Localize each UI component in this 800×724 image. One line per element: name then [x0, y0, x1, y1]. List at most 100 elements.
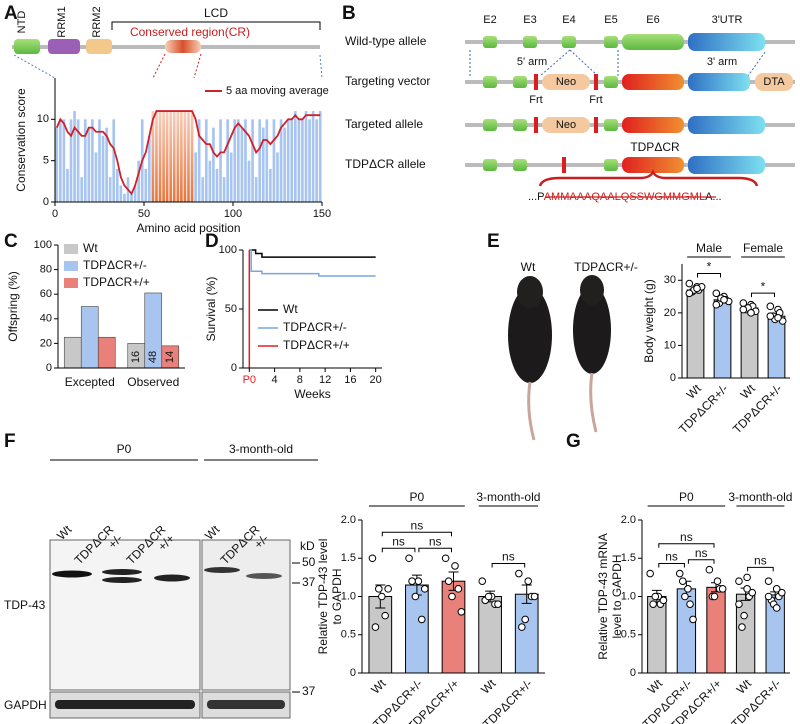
data-point — [454, 585, 463, 593]
significance-label: ns — [392, 534, 405, 548]
data-point — [685, 279, 694, 288]
group-label: Female — [743, 241, 783, 255]
group-label: 3-month-old — [476, 490, 540, 504]
significance-bracket — [697, 273, 721, 278]
data-point — [678, 577, 687, 586]
data-point — [417, 615, 426, 624]
x-tick-label: Wt — [684, 381, 705, 402]
y-axis-label: Relative TDP-43 mRNA — [596, 533, 610, 659]
bar — [155, 111, 158, 202]
bar — [244, 119, 247, 202]
row-label: Targeting vector — [345, 74, 430, 88]
bar — [254, 177, 258, 202]
mouse-label: Wt — [521, 260, 536, 274]
bar — [272, 119, 276, 202]
bar — [247, 160, 251, 202]
legend-label: Wt — [83, 241, 98, 255]
y-tick-label: 1.0 — [341, 590, 356, 602]
data-point — [740, 611, 748, 620]
bar — [91, 119, 94, 202]
y-tick-label: 10 — [37, 113, 49, 125]
x-tick-label: 100 — [224, 208, 242, 220]
bar — [123, 193, 126, 202]
x-tick-label: Excepted — [65, 375, 115, 389]
y-tick-label: 40 — [40, 313, 52, 325]
y-axis-label: Offspring (%) — [6, 271, 20, 341]
group-label: P0 — [410, 490, 425, 504]
data-point — [685, 289, 694, 298]
error-bar — [521, 584, 532, 604]
data-point — [710, 592, 719, 601]
significance-label: ns — [680, 530, 693, 544]
y-tick-label: 100 — [34, 239, 52, 251]
significance-bracket — [751, 292, 775, 298]
survival-line — [249, 249, 376, 258]
data-point — [649, 600, 657, 608]
bar — [676, 588, 697, 674]
domain-label: RRM1 — [56, 6, 68, 37]
bar — [162, 111, 165, 202]
bar — [478, 596, 502, 674]
y-tick-label: 0 — [670, 372, 676, 384]
frt-label: Frt — [589, 94, 602, 106]
bar — [176, 111, 180, 202]
data-point — [693, 284, 701, 293]
legend-label: 5 aa moving average — [226, 85, 329, 97]
bar — [208, 160, 212, 202]
y-tick-label: 1.5 — [621, 552, 636, 564]
y-tick-label: 0 — [350, 667, 356, 679]
y-tick-label: 60 — [40, 288, 52, 300]
significance-bracket — [491, 563, 526, 568]
dta-label: DTA — [763, 76, 785, 88]
y-tick-label: 0 — [46, 362, 52, 374]
y-tick-label: 20 — [664, 307, 676, 319]
group-label: 3-month-old — [728, 490, 792, 504]
exon-label: 3'UTR — [712, 14, 743, 26]
data-point — [681, 592, 689, 601]
bar — [713, 299, 732, 379]
marker-label: 50 — [302, 555, 316, 569]
bar — [108, 177, 112, 202]
y-axis-label: Conservation score — [14, 88, 28, 192]
y-tick-label: 2.0 — [621, 514, 636, 526]
data-point — [494, 600, 502, 608]
bar — [286, 119, 290, 202]
bar — [101, 135, 105, 202]
bar — [73, 111, 76, 202]
data-point — [384, 585, 392, 593]
bar — [315, 119, 318, 202]
significance-bracket — [658, 563, 685, 568]
data-point — [743, 585, 751, 593]
bar — [98, 119, 101, 202]
group-label: P0 — [679, 490, 694, 504]
significance-bracket — [381, 547, 416, 553]
data-point — [524, 577, 533, 586]
data-point — [718, 585, 727, 593]
bar — [767, 315, 786, 379]
bar — [97, 336, 116, 369]
panel-label: E — [487, 231, 500, 252]
cr-allele-label: TDPΔCR — [630, 140, 680, 154]
arm-label: 3' arm — [707, 56, 737, 68]
data-point — [712, 300, 721, 309]
x-tick-label: Wt — [645, 676, 666, 697]
significance-label: ns — [502, 550, 515, 564]
bar — [180, 111, 183, 202]
bar — [165, 111, 169, 202]
data-point — [530, 592, 539, 601]
bar — [63, 336, 82, 369]
bar — [318, 111, 322, 202]
exon-label: E3 — [523, 14, 536, 26]
x-axis-label: Amino acid position — [136, 221, 240, 235]
data-point — [451, 562, 459, 570]
significance-bracket — [381, 531, 452, 537]
x-tick-label: Wt — [734, 676, 755, 697]
significance-label: ns — [429, 534, 442, 548]
y-tick-label: 5 — [43, 155, 49, 167]
x-tick-label: P0 — [243, 374, 256, 386]
neo-label: Neo — [556, 119, 576, 131]
bar — [297, 119, 301, 202]
bar — [304, 111, 308, 202]
y-tick-label: 50 — [225, 303, 237, 315]
legend-label: TDPΔCR+/- — [83, 258, 147, 272]
